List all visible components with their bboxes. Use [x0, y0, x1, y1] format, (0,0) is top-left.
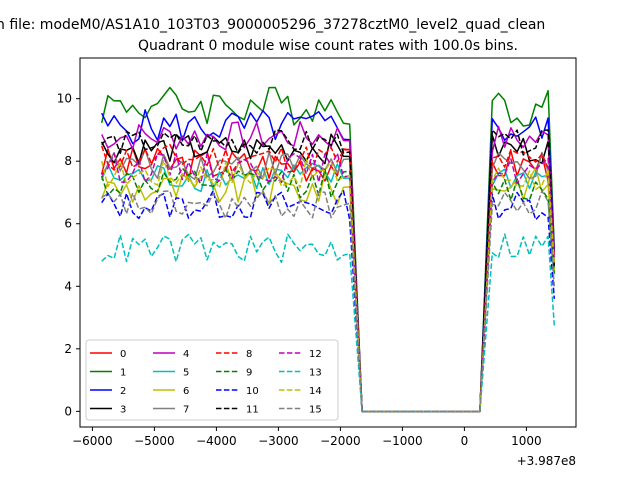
x-tick-label: −2000: [320, 434, 361, 448]
series-layer: [100, 86, 556, 413]
legend-label: 15: [309, 405, 322, 416]
x-tick-label: −1000: [382, 434, 423, 448]
x-axis: −6000 −5000 −4000 −3000 −2000 −1000 0 1000: [72, 427, 542, 448]
series-line-11: [101, 129, 556, 413]
x-tick-label: 1000: [511, 434, 542, 448]
series-line-10: [101, 189, 556, 413]
x-tick-label: −3000: [258, 434, 299, 448]
x-tick-label: −6000: [72, 434, 113, 448]
legend-label: 13: [309, 368, 322, 379]
legend-label: 7: [183, 405, 189, 416]
series-line-1: [100, 86, 556, 413]
legend-label: 9: [246, 368, 252, 379]
y-tick-label: 2: [64, 342, 72, 356]
y-axis: 0 2 4 6 8 10: [57, 92, 80, 418]
legend-label: 4: [183, 349, 189, 360]
y-tick-label: 6: [64, 217, 72, 231]
series-line-14: [100, 158, 556, 413]
legend-label: 11: [246, 405, 259, 416]
legend-label: 12: [309, 349, 322, 360]
legend-frame: [85, 339, 339, 421]
legend-label: 2: [120, 386, 126, 397]
x-tick-label: 0: [461, 434, 469, 448]
x-offset-label: +3.987e8: [517, 454, 576, 468]
legend-label: 8: [246, 349, 252, 360]
legend-label: 1: [120, 368, 126, 379]
legend-label: 10: [246, 386, 259, 397]
y-tick-label: 10: [57, 92, 72, 106]
legend-label: 0: [120, 349, 126, 360]
legend-label: 3: [120, 405, 126, 416]
y-tick-label: 4: [64, 279, 72, 293]
y-tick-label: 8: [64, 154, 72, 168]
series-line-13: [101, 233, 556, 413]
legend-label: 6: [183, 386, 189, 397]
chart-title: Quadrant 0 module wise count rates with …: [138, 38, 518, 54]
legend-label: 14: [309, 386, 322, 397]
series-line-0: [100, 147, 556, 413]
series-line-12: [101, 152, 556, 413]
legend-label: 5: [183, 368, 189, 379]
x-tick-label: −4000: [196, 434, 237, 448]
figure-suptitle: n file: modeM0/AS1A10_103T03_9000005296_…: [0, 17, 545, 33]
y-tick-label: 0: [64, 404, 72, 418]
series-line-15: [101, 190, 556, 413]
series-line-8: [100, 143, 556, 413]
x-tick-label: −5000: [134, 434, 175, 448]
plot-area: −6000 −5000 −4000 −3000 −2000 −1000 0 1000 0 2 4 6…: [57, 57, 577, 468]
series-line-4: [101, 120, 556, 413]
axes-frame: [79, 57, 577, 428]
